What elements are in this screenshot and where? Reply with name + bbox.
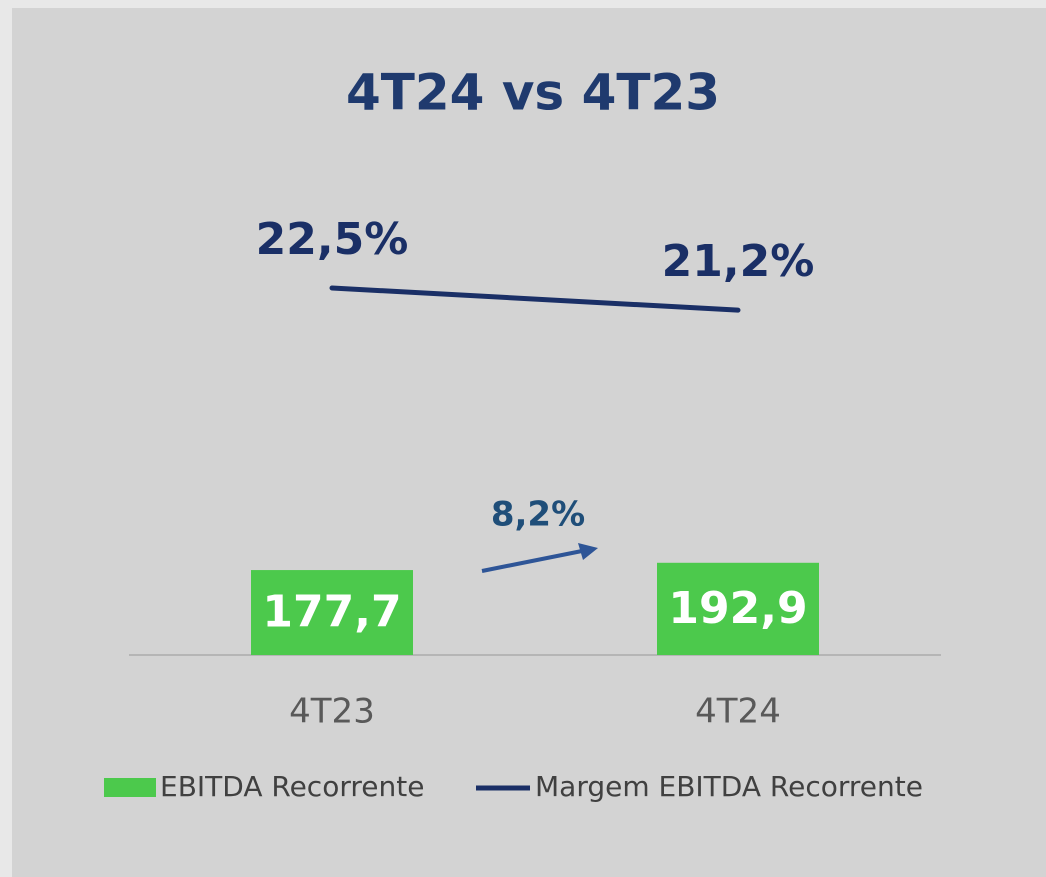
bar-value-label: 177,7 xyxy=(262,587,401,638)
annotation-arrow xyxy=(481,549,583,573)
legend-label: EBITDA Recorrente xyxy=(160,770,424,803)
line-value-label: 21,2% xyxy=(662,236,815,287)
legend-label: Margem EBITDA Recorrente xyxy=(535,770,923,803)
chart-panel xyxy=(12,8,1046,877)
line xyxy=(329,285,741,313)
bar xyxy=(657,562,819,655)
legend-swatch xyxy=(104,778,156,797)
bar xyxy=(251,570,413,655)
x-tick-label: 4T23 xyxy=(289,692,375,732)
x-tick-label: 4T24 xyxy=(695,692,781,732)
annotation: 8,2% xyxy=(491,495,585,535)
line-value-label: 22,5% xyxy=(256,214,409,265)
chart-title: 4T24 vs 4T23 xyxy=(346,64,720,122)
bar-value-label: 192,9 xyxy=(668,583,807,634)
annotation-arrowhead xyxy=(578,543,598,560)
